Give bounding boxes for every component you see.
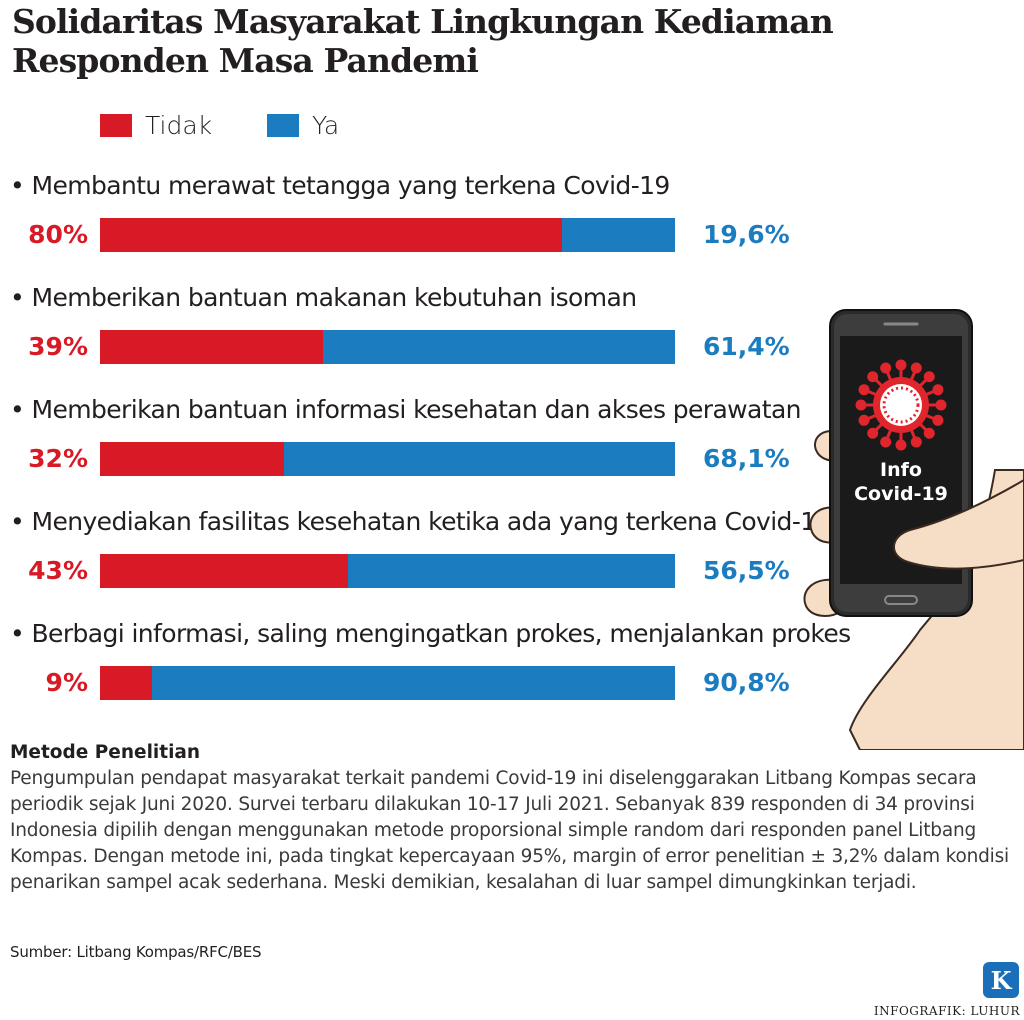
value-label-tidak: 32% — [28, 444, 88, 473]
kompas-logo-letter: K — [991, 966, 1013, 995]
bar-ya — [152, 666, 675, 700]
legend-label-ya: Ya — [312, 111, 340, 140]
kompas-logo-bg — [983, 962, 1019, 998]
bar-ya — [284, 442, 675, 476]
bar-tidak — [100, 442, 284, 476]
screen-text-info: Info — [880, 459, 922, 481]
value-label-ya: 68,1% — [703, 444, 790, 473]
source-note: Sumber: Litbang Kompas/RFC/BES — [10, 943, 262, 961]
category-label: • Membantu merawat tetangga yang terkena… — [10, 171, 670, 200]
legend-swatch-ya — [267, 114, 299, 137]
method-title: Metode Penelitian — [10, 742, 201, 763]
phone-illustration: Info Covid-19 — [790, 300, 1024, 751]
bar-tidak — [100, 330, 323, 364]
bar-tidak — [100, 666, 152, 700]
kompas-logo: K — [983, 962, 1019, 998]
phone-hand-svg: Info Covid-19 — [803, 309, 1024, 751]
virus-icon — [855, 359, 947, 451]
legend-swatch-tidak — [100, 114, 132, 137]
thumb — [893, 478, 1024, 570]
bar-ya — [562, 218, 675, 252]
credit: INFOGRAFIK: LUHUR — [873, 1004, 1020, 1018]
value-label-ya: 61,4% — [703, 332, 790, 361]
legend-label-tidak: Tidak — [145, 111, 213, 140]
category-label: • Memberikan bantuan makanan kebutuhan i… — [10, 283, 637, 312]
bar-ya — [348, 554, 675, 588]
bar-tidak — [100, 218, 562, 252]
phone-home-button — [884, 595, 918, 605]
category-label: • Memberikan bantuan informasi kesehatan… — [10, 395, 802, 424]
value-label-ya: 19,6% — [703, 220, 790, 249]
category-label: • Berbagi informasi, saling mengingatkan… — [10, 619, 851, 648]
bar-ya — [323, 330, 675, 364]
method-body: Pengumpulan pendapat masyarakat terkait … — [10, 768, 1009, 893]
value-label-tidak: 43% — [28, 556, 88, 585]
value-label-tidak: 80% — [28, 220, 88, 249]
screen-text-covid: Covid-19 — [854, 483, 948, 505]
bar-tidak — [100, 554, 348, 588]
category-label: • Menyediakan fasilitas kesehatan ketika… — [10, 507, 831, 536]
value-label-ya: 56,5% — [703, 556, 790, 585]
method-section: Metode Penelitian Pengumpulan pendapat m… — [10, 740, 1010, 896]
value-label-tidak: 9% — [45, 668, 88, 697]
value-label-tidak: 39% — [28, 332, 88, 361]
chart-title: Solidaritas Masyarakat Lingkungan Kediam… — [12, 2, 834, 80]
value-label-ya: 90,8% — [703, 668, 790, 697]
